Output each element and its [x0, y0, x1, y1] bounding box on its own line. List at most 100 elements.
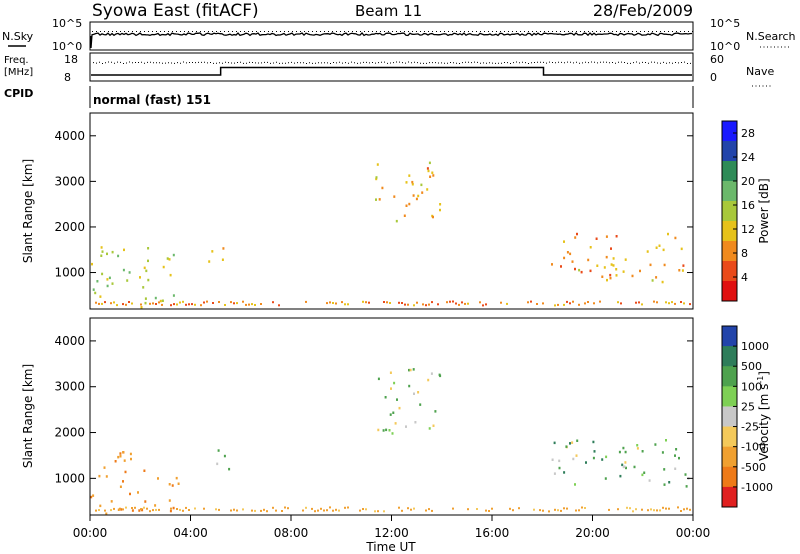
- scatter-cell: [674, 454, 676, 457]
- scatter-cell: [216, 462, 219, 466]
- scatter-cell: [218, 508, 220, 511]
- scatter-cell: [668, 481, 671, 484]
- scatter-cell: [179, 508, 181, 511]
- scatter-cell: [661, 451, 664, 454]
- scatter-cell: [689, 303, 691, 306]
- range-tick-label: 1000: [54, 471, 85, 485]
- nsky-trace-line: [90, 32, 693, 49]
- scatter-cell: [638, 301, 640, 304]
- scatter-cell: [566, 507, 568, 510]
- scatter-cell: [683, 302, 685, 305]
- scatter-cell: [169, 509, 172, 513]
- colorbar-tick-label: -25: [741, 421, 759, 434]
- scatter-cell: [608, 508, 610, 511]
- scatter-cell: [278, 304, 280, 307]
- scatter-cell: [455, 302, 457, 305]
- scatter-cell: [384, 396, 387, 399]
- scatter-cell: [95, 509, 97, 512]
- scatter-cell: [620, 302, 622, 305]
- scatter-cell: [141, 508, 144, 512]
- scatter-cell: [414, 421, 417, 424]
- colorbar-tick-label: -500: [741, 461, 766, 474]
- scatter-cell: [194, 507, 196, 510]
- scatter-cell: [391, 432, 394, 435]
- scatter-cell: [677, 506, 679, 509]
- scatter-cell: [341, 301, 343, 304]
- scatter-cell: [636, 444, 639, 447]
- scatter-cell: [106, 278, 109, 281]
- scatter-cell: [674, 302, 676, 305]
- scatter-cell: [326, 509, 328, 512]
- scatter-cell: [329, 506, 331, 509]
- scatter-cell: [416, 301, 418, 304]
- nsky-tick-low: 10^0: [52, 40, 82, 53]
- scatter-cell: [619, 474, 622, 478]
- scatter-cell: [98, 509, 100, 511]
- scatter-cell: [404, 303, 406, 306]
- scatter-cell: [101, 250, 104, 253]
- scatter-cell: [408, 174, 411, 177]
- time-tick-label: 16:00: [475, 526, 510, 540]
- scatter-cell: [431, 171, 434, 174]
- colorbar-tick-label: 4: [741, 271, 748, 284]
- colorbar-tick-label: -1000: [741, 481, 773, 494]
- colorbar-segment: [722, 121, 737, 142]
- scatter-cell: [431, 509, 433, 512]
- scatter-cell: [536, 303, 538, 305]
- scatter-cell: [302, 509, 304, 512]
- scatter-cell: [592, 440, 595, 444]
- time-tick-label: 00:00: [676, 526, 711, 540]
- scatter-cell: [96, 280, 99, 283]
- colorbar-tick-label: 1000: [741, 340, 769, 353]
- scatter-cell: [649, 263, 652, 267]
- scatter-cell: [622, 270, 625, 273]
- scatter-cell: [684, 473, 687, 476]
- scatter-cell: [622, 446, 625, 450]
- scatter-cell: [386, 301, 388, 304]
- scatter-cell: [383, 510, 385, 513]
- freq-tick-high: 18: [64, 53, 78, 66]
- scatter-cell: [338, 509, 340, 512]
- scatter-cell: [200, 304, 202, 307]
- scatter-cell: [578, 509, 580, 512]
- cpid-value: normal (fast) 151: [93, 93, 211, 107]
- scatter-cell: [678, 269, 681, 272]
- scatter-cell: [116, 304, 118, 307]
- scatter-cell: [633, 465, 636, 469]
- scatter-cell: [114, 460, 117, 463]
- velocity-panel: 1000 2000 3000 4000 Slant Range [km] 1000 50…: [21, 317, 773, 516]
- scatter-cell: [117, 455, 120, 459]
- scatter-cell: [432, 424, 435, 427]
- scatter-cell: [563, 303, 565, 306]
- scatter-cell: [650, 508, 652, 511]
- nsky-tick-high: 10^5: [52, 17, 82, 30]
- scatter-cell: [101, 272, 104, 276]
- scatter-cell: [624, 450, 627, 454]
- scatter-cell: [122, 451, 125, 454]
- scatter-cell: [242, 508, 244, 511]
- power-y-ticks: 1000 2000 3000 4000: [54, 129, 693, 280]
- nsky-label: N.Sky: [2, 30, 34, 43]
- scatter-cell: [572, 457, 575, 461]
- time-tick-label: 12:00: [374, 526, 409, 540]
- velocity-y-ticks: 1000 2000 3000 4000: [54, 334, 693, 485]
- scatter-cell: [143, 506, 145, 509]
- scatter-cell: [632, 510, 634, 513]
- scatter-cell: [659, 509, 661, 512]
- colorbar-tick-label: 16: [741, 199, 755, 212]
- scatter-cell: [563, 471, 566, 474]
- scatter-cell: [576, 439, 579, 442]
- scatter-cell: [173, 303, 175, 306]
- power-colorbar-label: Power [dB]: [757, 178, 771, 243]
- scatter-cell: [254, 304, 256, 306]
- scatter-cell: [126, 279, 129, 282]
- scatter-cell: [413, 392, 415, 395]
- scatter-cell: [661, 280, 664, 284]
- scatter-cell: [417, 391, 420, 394]
- scatter-cell: [155, 508, 157, 511]
- scatter-cell: [560, 509, 562, 512]
- scatter-cell: [603, 266, 606, 269]
- scatter-cell: [320, 507, 322, 510]
- colorbar-segment: [722, 466, 737, 488]
- scatter-cell: [110, 500, 113, 503]
